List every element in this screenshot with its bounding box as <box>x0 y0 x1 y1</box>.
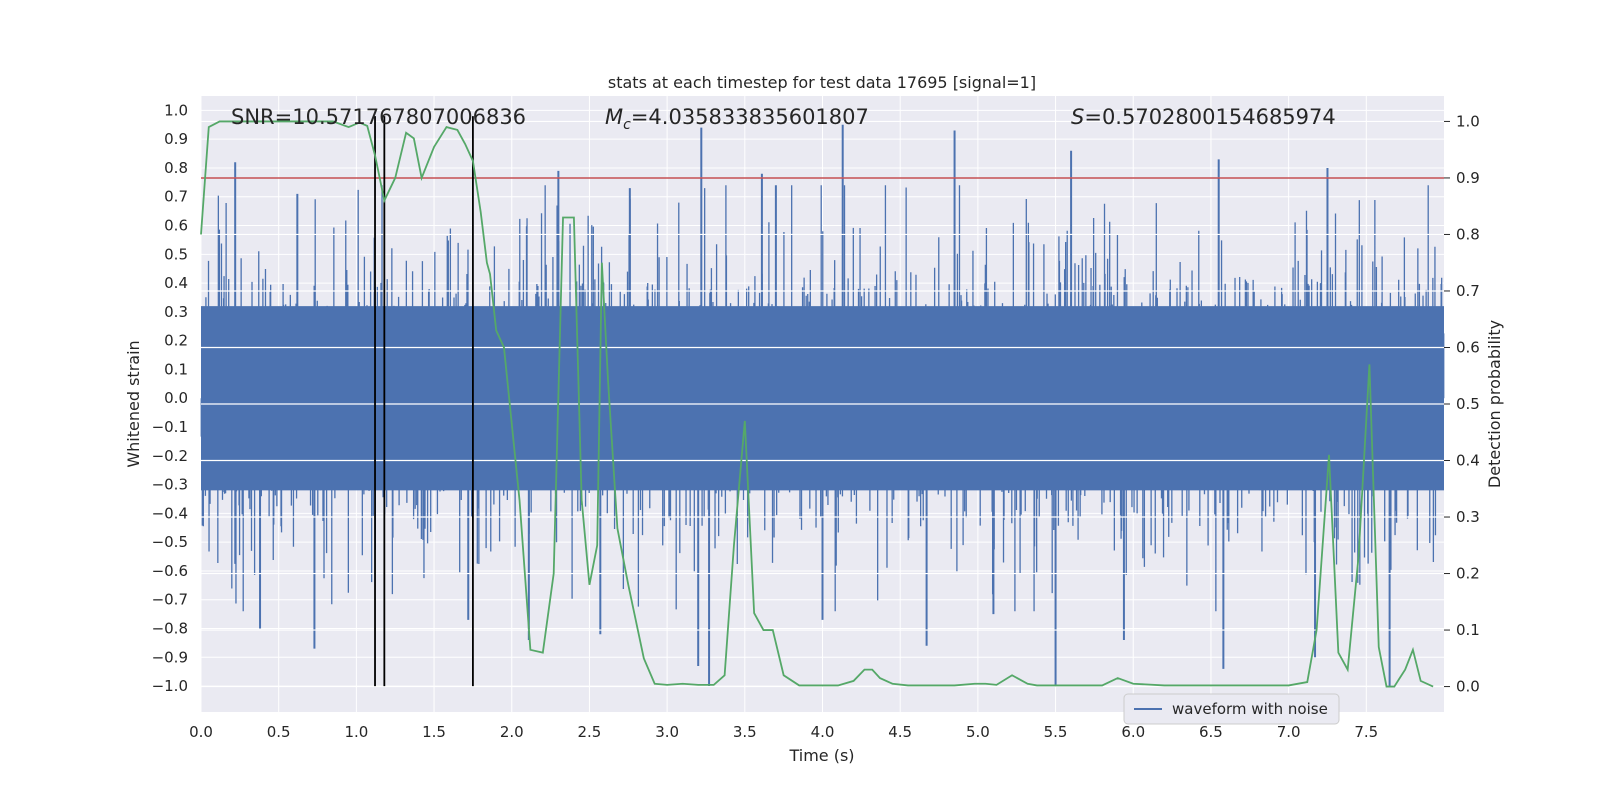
x-tick-label: 6.0 <box>1121 723 1145 741</box>
s-annotation: S=0.5702800154685974 <box>1071 105 1336 129</box>
x-tick-label: 7.0 <box>1277 723 1301 741</box>
left-y-tick-label: 0.7 <box>164 188 188 206</box>
s-symbol: S <box>1071 105 1084 129</box>
left-y-tick-label: −0.4 <box>152 504 188 522</box>
mc-subscript: c <box>623 117 631 133</box>
waveform-with-noise-series <box>200 124 1445 687</box>
legend: waveform with noise <box>1123 693 1340 725</box>
left-y-tick-label: −0.1 <box>152 418 188 436</box>
x-tick-label: 0.0 <box>189 723 213 741</box>
x-tick-label: 3.5 <box>733 723 757 741</box>
right-y-tick-label: 0.5 <box>1456 395 1480 413</box>
left-y-tick-label: 0.3 <box>164 303 188 321</box>
vertical-markers <box>374 116 474 687</box>
left-y-tick-label: 0.4 <box>164 274 188 292</box>
right-y-axis-ticks: 1.0 0.9 0.8 0.7 0.6 0.5 0.4 0.3 0.2 0.1 0.0 <box>1444 112 1480 696</box>
right-y-tick-label: 0.7 <box>1456 282 1480 300</box>
right-y-tick-label: 0.9 <box>1456 169 1480 187</box>
left-y-tick-label: 0.2 <box>164 332 188 350</box>
right-y-tick-label: 0.6 <box>1456 338 1480 356</box>
left-y-tick-label: 0.0 <box>164 389 188 407</box>
x-tick-label: 5.5 <box>1044 723 1068 741</box>
left-y-tick-label: 0.6 <box>164 217 188 235</box>
mc-value: =4.035833835601807 <box>631 105 869 129</box>
right-y-tick-label: 0.3 <box>1456 508 1480 526</box>
left-y-tick-label: −0.2 <box>152 447 188 465</box>
x-tick-label: 4.5 <box>888 723 912 741</box>
chirp-mass-annotation: Mc=4.035833835601807 <box>605 105 869 133</box>
left-y-tick-label: −1.0 <box>152 677 188 695</box>
x-tick-label: 3.0 <box>655 723 679 741</box>
left-y-axis-ticks: 1.0 0.9 0.8 0.7 0.6 0.5 0.4 0.3 0.2 0.1 0.0 −0.1 −0.… <box>152 101 188 695</box>
left-y-tick-label: −0.8 <box>152 620 188 638</box>
x-tick-label: 0.5 <box>267 723 291 741</box>
x-tick-label: 5.0 <box>966 723 990 741</box>
right-y-tick-label: 0.2 <box>1456 565 1480 583</box>
left-y-tick-label: 0.8 <box>164 159 188 177</box>
left-y-tick-label: −0.6 <box>152 562 188 580</box>
left-y-tick-label: 0.9 <box>164 130 188 148</box>
left-y-tick-label: −0.3 <box>152 476 188 494</box>
x-tick-label: 2.0 <box>500 723 524 741</box>
left-y-tick-label: 0.1 <box>164 360 188 378</box>
legend-label-waveform: waveform with noise <box>1172 700 1328 718</box>
legend-box <box>1123 693 1340 725</box>
left-y-axis-label: Whitened strain <box>124 340 143 467</box>
left-y-tick-label: −0.9 <box>152 648 188 666</box>
x-tick-label: 1.0 <box>344 723 368 741</box>
left-y-tick-label: −0.7 <box>152 591 188 609</box>
left-y-tick-label: −0.5 <box>152 533 188 551</box>
mc-symbol: M <box>605 105 623 129</box>
right-y-axis-label: Detection probability <box>1485 320 1504 488</box>
left-y-tick-label: 0.5 <box>164 245 188 263</box>
x-tick-label: 6.5 <box>1199 723 1223 741</box>
right-y-tick-label: 0.1 <box>1456 621 1480 639</box>
right-y-tick-label: 1.0 <box>1456 112 1480 130</box>
x-tick-label: 1.5 <box>422 723 446 741</box>
chart-title: stats at each timestep for test data 176… <box>608 73 1036 92</box>
x-tick-label: 4.0 <box>811 723 835 741</box>
x-tick-label: 2.5 <box>578 723 602 741</box>
right-y-tick-label: 0.4 <box>1456 452 1480 470</box>
x-axis-label: Time (s) <box>788 746 854 765</box>
s-value: =0.5702800154685974 <box>1084 105 1335 129</box>
x-tick-label: 7.5 <box>1354 723 1378 741</box>
snr-annotation: SNR=10.571767807006836 <box>231 105 526 129</box>
right-y-tick-label: 0.8 <box>1456 225 1480 243</box>
detection-probability-line <box>200 120 1434 688</box>
right-y-tick-label: 0.0 <box>1456 678 1480 696</box>
left-y-tick-label: 1.0 <box>164 101 188 119</box>
x-axis-ticks: 0.0 0.5 1.0 1.5 2.0 2.5 3.0 3.5 4.0 4.5 5.0 5.5 6.0 6… <box>189 723 1378 741</box>
